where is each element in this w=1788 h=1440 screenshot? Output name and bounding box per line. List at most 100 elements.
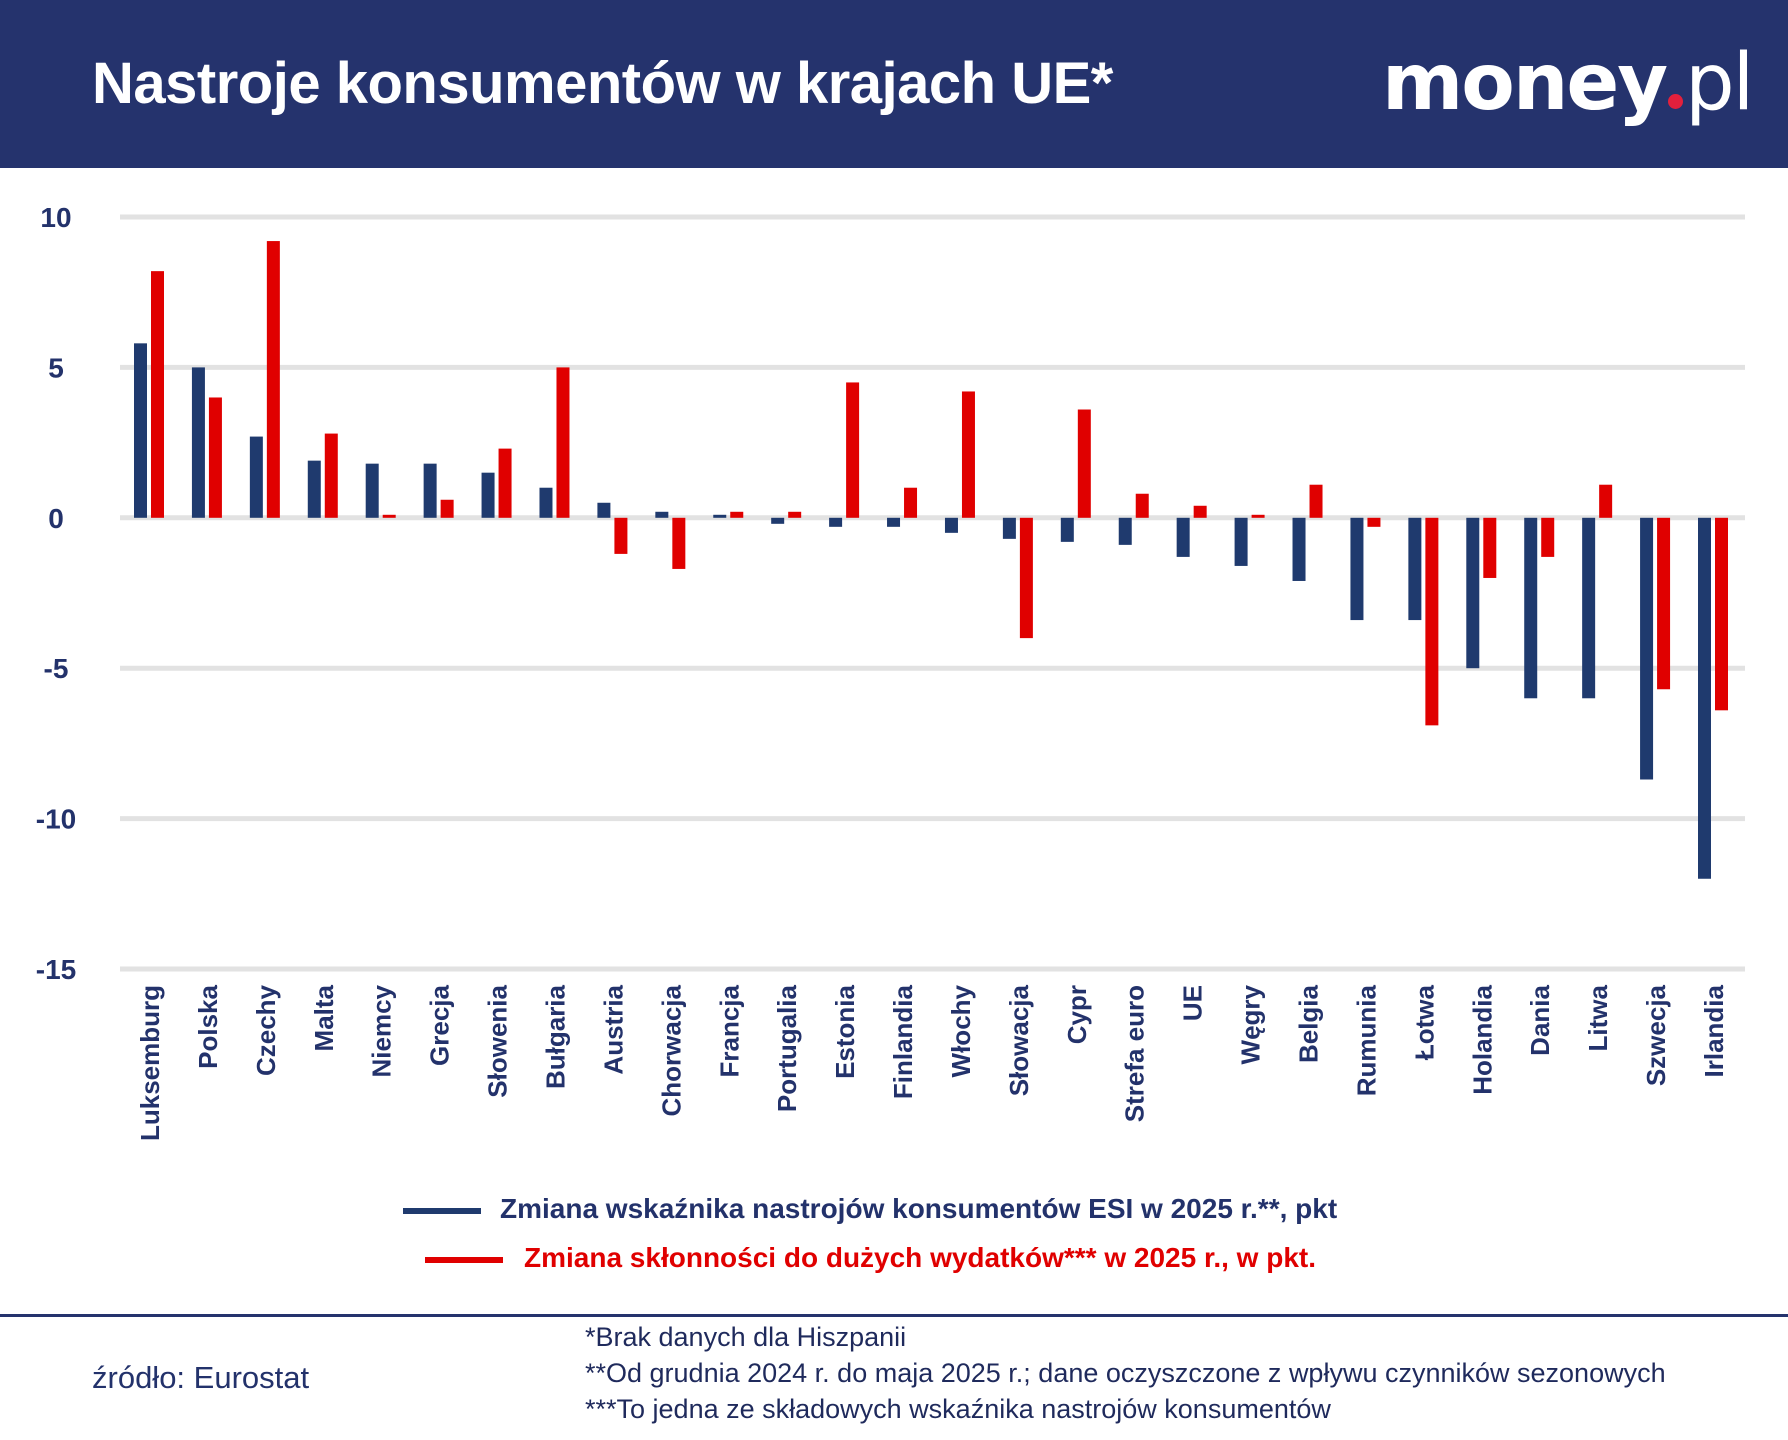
- bar-esi-0: [134, 343, 147, 518]
- bar-spending-21: [1367, 517, 1381, 527]
- bar-esi-13: [887, 517, 901, 527]
- legend-label-red: Zmiana skłonności do dużych wydatków*** …: [524, 1242, 1316, 1273]
- bar-esi-23: [1466, 517, 1480, 669]
- bar-esi-4: [365, 463, 379, 518]
- bar-spending-17: [1135, 493, 1149, 518]
- x-tick-label: Włochy: [946, 984, 976, 1077]
- x-tick-label: Czechy: [251, 984, 281, 1076]
- x-tick-label: Holandia: [1467, 984, 1497, 1094]
- bar-esi-26: [1640, 517, 1654, 780]
- bar-spending-25: [1599, 484, 1613, 518]
- bar-esi-27: [1698, 517, 1711, 879]
- bar-spending-10: [730, 511, 744, 518]
- bar-spending-5: [440, 499, 454, 518]
- bar-esi-22: [1408, 517, 1422, 621]
- bar-esi-14: [944, 517, 958, 533]
- bar-spending-26: [1657, 517, 1671, 690]
- x-tick-label: Strefa euro: [1120, 985, 1150, 1122]
- bar-spending-11: [788, 511, 802, 518]
- bar-spending-19: [1251, 514, 1265, 518]
- bar-esi-21: [1350, 517, 1364, 621]
- bar-esi-17: [1118, 517, 1132, 545]
- x-tick-label: Rumunia: [1351, 984, 1381, 1096]
- y-tick-label: 10: [40, 202, 71, 233]
- bar-spending-27: [1715, 517, 1728, 711]
- x-tick-label: Polska: [193, 984, 223, 1068]
- x-tick-label: Szwecja: [1641, 984, 1671, 1086]
- bar-spending-14: [961, 391, 975, 518]
- bar-spending-12: [846, 382, 860, 518]
- y-tick-label: 0: [48, 503, 64, 534]
- bar-esi-11: [771, 517, 785, 524]
- chart-title: Nastroje konsumentów w krajach UE*: [92, 51, 1113, 116]
- x-tick-label: Belgia: [1294, 984, 1324, 1063]
- bar-esi-2: [249, 436, 263, 518]
- bar-esi-24: [1524, 517, 1538, 699]
- x-tick-label: Dania: [1525, 984, 1555, 1055]
- bar-spending-2: [266, 241, 280, 518]
- bar-esi-6: [481, 472, 495, 518]
- bar-esi-9: [655, 511, 669, 518]
- legend-swatch-blue: [403, 1208, 481, 1214]
- y-tick-label: -15: [36, 954, 76, 985]
- bar-esi-25: [1582, 517, 1596, 699]
- bar-spending-15: [1019, 517, 1033, 639]
- bar-esi-5: [423, 463, 437, 518]
- bar-spending-0: [151, 271, 164, 518]
- footnote-2: **Od grudnia 2024 r. do maja 2025 r.; da…: [585, 1358, 1666, 1388]
- bar-esi-3: [307, 460, 321, 518]
- bar-spending-16: [1077, 409, 1091, 518]
- footnote-1: *Brak danych dla Hiszpanii: [585, 1322, 907, 1352]
- bar-spending-6: [498, 448, 512, 518]
- x-tick-label: Irlandia: [1699, 984, 1729, 1077]
- bar-spending-23: [1483, 517, 1497, 578]
- money-pl-logo: money pl: [1382, 38, 1754, 128]
- bar-spending-7: [556, 367, 570, 518]
- y-tick-label: -10: [36, 804, 76, 835]
- legend-label-blue: Zmiana wskaźnika nastrojów konsumentów E…: [500, 1193, 1338, 1224]
- x-tick-label: Słowacja: [1004, 984, 1034, 1096]
- bar-esi-1: [191, 367, 205, 518]
- bar-spending-3: [324, 433, 338, 518]
- x-tick-label: Litwa: [1583, 984, 1613, 1051]
- x-tick-label: UE: [1178, 985, 1208, 1021]
- x-tick-label: Portugalia: [772, 984, 802, 1112]
- x-tick-label: Chorwacja: [656, 984, 686, 1116]
- bar-esi-15: [1002, 517, 1016, 539]
- footnote-3: ***To jedna ze składowych wskaźnika nast…: [585, 1394, 1331, 1424]
- bar-esi-16: [1060, 517, 1074, 542]
- x-tick-label: Grecja: [425, 984, 455, 1065]
- x-tick-label: Francja: [714, 984, 744, 1077]
- bar-spending-18: [1193, 505, 1207, 518]
- x-tick-label: Estonia: [830, 984, 860, 1078]
- y-tick-label: -5: [44, 653, 69, 684]
- bar-spending-22: [1425, 517, 1439, 726]
- bar-esi-20: [1292, 517, 1306, 581]
- bar-esi-10: [713, 514, 727, 518]
- legend-swatch-red: [425, 1257, 503, 1263]
- x-tick-label: Słowenia: [483, 984, 513, 1097]
- x-tick-label: Cypr: [1062, 985, 1092, 1044]
- footer-divider: [0, 1314, 1788, 1317]
- source-text: źródło: Eurostat: [92, 1360, 310, 1395]
- bar-esi-8: [597, 502, 611, 518]
- header-banner: Nastroje konsumentów w krajach UE* money…: [0, 0, 1788, 168]
- bar-spending-1: [208, 397, 222, 518]
- bar-chart: 10 5 0 -5 -10 -15 Luksemburg Polska Czechy Malta N…: [36, 202, 1745, 1141]
- bar-esi-12: [829, 517, 843, 527]
- bar-spending-9: [672, 517, 686, 569]
- bar-spending-20: [1309, 484, 1323, 518]
- x-tick-label: Luksemburg: [135, 985, 165, 1141]
- x-tick-label: Łotwa: [1409, 984, 1439, 1060]
- x-tick-label: Niemcy: [367, 984, 397, 1077]
- bar-esi-7: [539, 487, 553, 518]
- bar-spending-8: [614, 517, 628, 554]
- y-tick-label: 5: [48, 352, 64, 383]
- bar-spending-24: [1541, 517, 1555, 557]
- bar-spending-4: [382, 514, 396, 518]
- bar-esi-18: [1176, 517, 1190, 557]
- x-tick-label: Węgry: [1236, 984, 1266, 1064]
- x-tick-label: Austria: [598, 984, 628, 1074]
- bar-esi-19: [1234, 517, 1248, 566]
- x-tick-label: Malta: [309, 984, 339, 1051]
